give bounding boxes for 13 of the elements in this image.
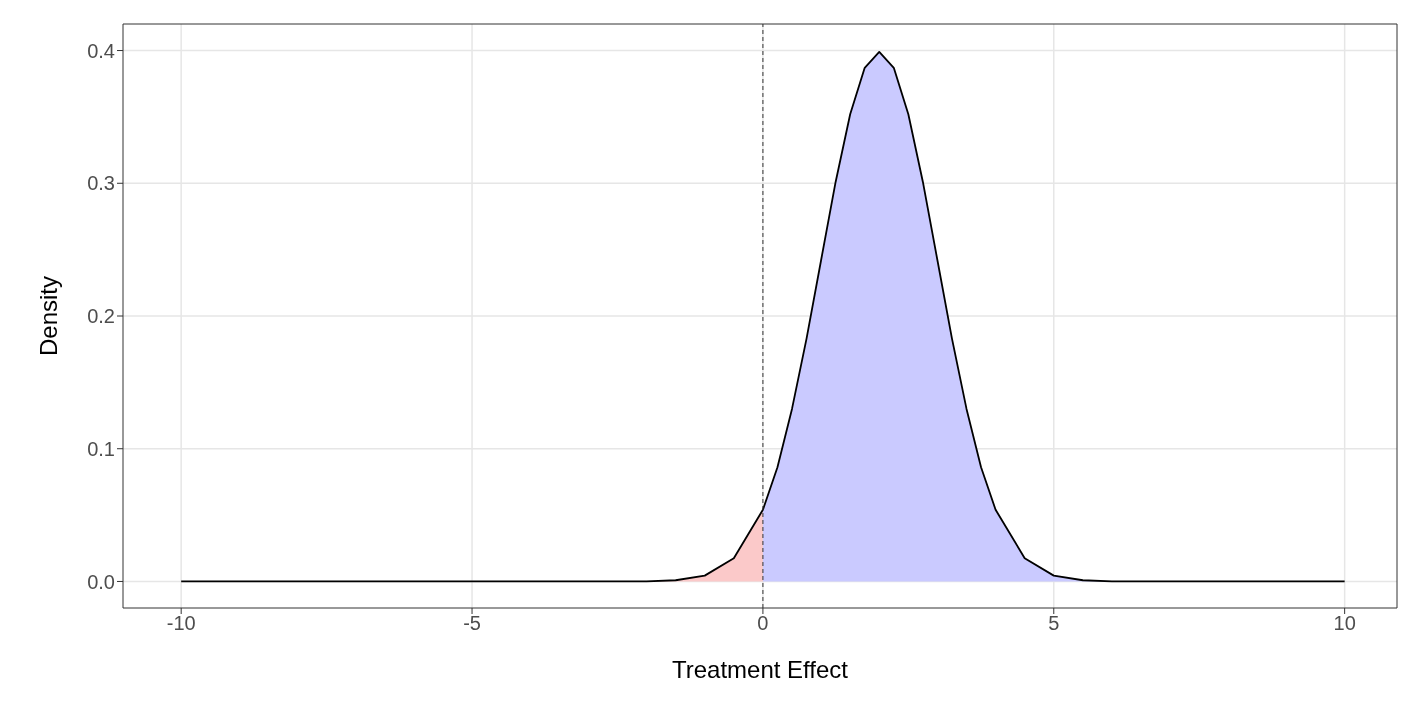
x-tick-label: 5 bbox=[1048, 612, 1060, 635]
x-tick-label: -5 bbox=[463, 612, 481, 635]
y-tick-label: 0.1 bbox=[87, 437, 115, 460]
y-tick-label: 0.4 bbox=[87, 39, 115, 62]
x-tick-label: 0 bbox=[757, 612, 769, 635]
y-tick-label: 0.0 bbox=[87, 570, 115, 593]
x-axis-title: Treatment Effect bbox=[671, 656, 849, 683]
y-tick-label: 0.2 bbox=[87, 305, 115, 328]
y-tick-label: 0.3 bbox=[87, 172, 115, 195]
line-series bbox=[180, 50, 1346, 583]
x-tick-label: 10 bbox=[1333, 612, 1356, 635]
y-axis-title: Density bbox=[34, 275, 62, 357]
x-tick-label: -10 bbox=[166, 612, 196, 635]
